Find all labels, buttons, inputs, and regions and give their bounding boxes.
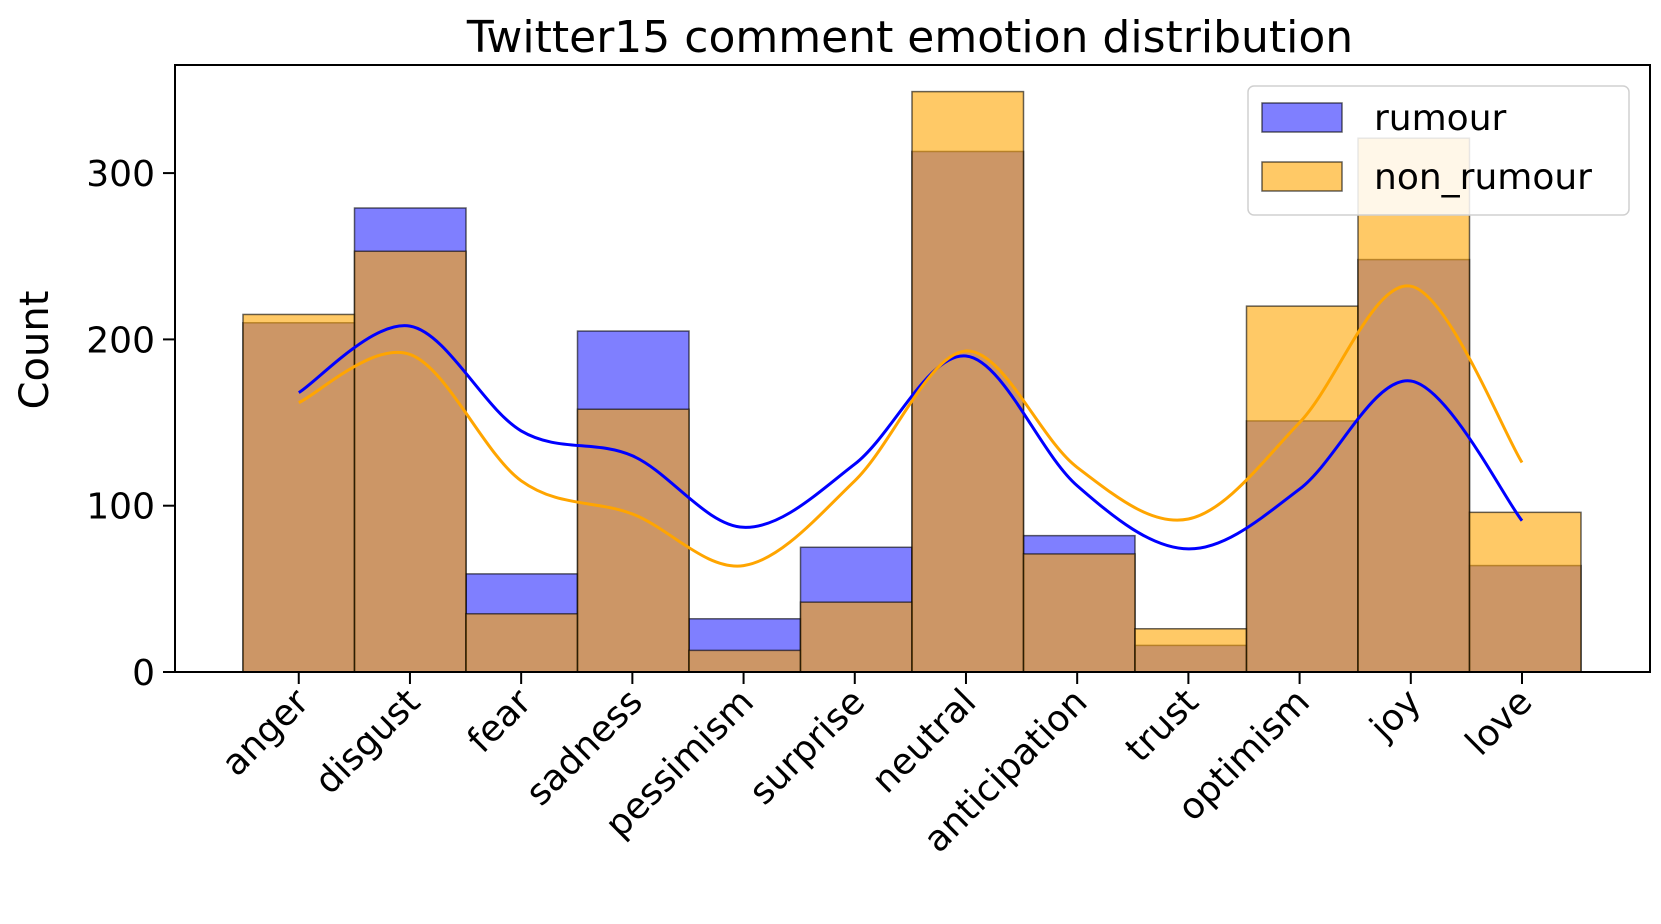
bar-non-rumour-anticipation	[1022, 553, 1136, 673]
kde-curve-non-rumour	[298, 284, 1524, 568]
bar-non-rumour-sadness	[576, 408, 690, 673]
legend-swatch-rumour	[1261, 102, 1343, 133]
x-tick-label-anger: anger	[214, 681, 317, 784]
y-tick-label: 100	[86, 487, 155, 528]
legend-label-non-rumour: non_rumour	[1374, 157, 1592, 198]
y-tick-label: 0	[132, 653, 155, 694]
x-tick-label-disgust: disgust	[307, 681, 428, 802]
x-tick-label-love: love	[1458, 681, 1540, 763]
bar-non-rumour-optimism	[1245, 305, 1359, 673]
y-tick-label: 200	[86, 320, 155, 361]
bar-non-rumour-pessimism	[688, 649, 802, 673]
legend-label-rumour: rumour	[1374, 98, 1507, 139]
bar-non-rumour-anger	[242, 313, 356, 673]
bar-non-rumour-fear	[465, 613, 579, 673]
kde-curves-layer	[297, 284, 1524, 568]
chart-title: Twitter15 comment emotion distribution	[466, 12, 1353, 63]
y-axis: 0 100 200 300	[86, 154, 175, 694]
x-tick-label-trust: trust	[1118, 681, 1207, 770]
legend-swatch-non-rumour	[1261, 161, 1343, 192]
y-axis-label: Count	[12, 291, 58, 410]
y-tick-label: 300	[86, 154, 155, 195]
x-tick-label-fear: fear	[460, 681, 540, 761]
bar-non-rumour-neutral	[911, 90, 1025, 673]
bar-non-rumour-surprise	[799, 601, 913, 673]
bar-non-rumour-trust	[1134, 628, 1248, 673]
bar-non-rumour-love	[1468, 511, 1582, 673]
legend: rumour non_rumour	[1247, 85, 1630, 216]
bar-non-rumour-disgust	[353, 250, 467, 673]
legend-frame	[1247, 85, 1630, 216]
x-tick-label-joy: joy	[1362, 681, 1429, 748]
plot-frame	[174, 64, 1651, 673]
x-tick-label-surprise: surprise	[742, 681, 873, 812]
bars-layer	[242, 90, 1582, 673]
bar-non-rumour-joy	[1357, 137, 1471, 673]
